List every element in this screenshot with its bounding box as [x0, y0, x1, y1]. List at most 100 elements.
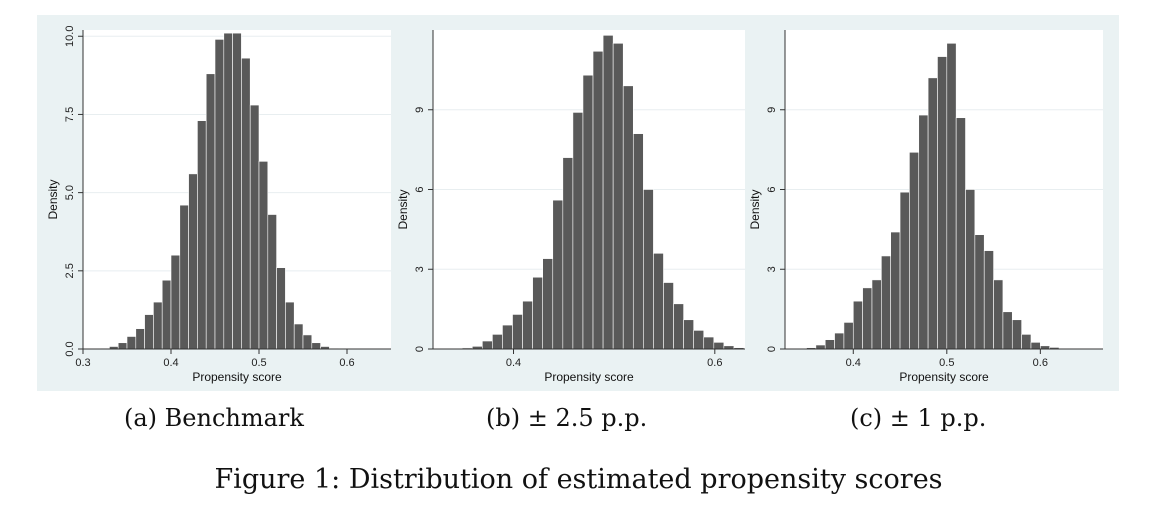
histogram-bar	[126, 336, 137, 350]
histogram-bar	[683, 319, 694, 350]
histogram-bar	[285, 301, 295, 350]
histogram-bar	[890, 231, 901, 350]
histogram-2-5pp: 0 3 6 9 0.4 0.6 Propensity score Density	[396, 30, 745, 384]
histogram-bar	[302, 334, 313, 350]
histogram-bar	[293, 323, 304, 350]
histogram-bar	[946, 42, 957, 350]
figure-panel: 0.0 2.5 5.0 7.5 10.0 0.3 0.4 0.5 0.6 Propensity s…	[37, 15, 1119, 391]
histogram-bar	[223, 32, 233, 350]
histogram-bar	[592, 50, 604, 350]
histogram-bar	[862, 287, 873, 350]
caption-benchmark: (a) Benchmark	[124, 404, 304, 432]
y-tick-label: 10.0	[64, 26, 76, 47]
histogram-bar	[1030, 342, 1041, 350]
histogram-bar	[834, 332, 845, 350]
histogram-bar	[161, 279, 172, 350]
x-axis-label: Propensity score	[544, 370, 634, 384]
caption-1pp: (c) ± 1 p.p.	[850, 404, 987, 432]
y-tick-label: 2.5	[64, 263, 76, 278]
histogram-bar	[1011, 319, 1022, 350]
histogram-bar	[622, 85, 634, 350]
y-tick-label: 9	[414, 107, 426, 113]
x-tick-label: 0.5	[251, 357, 266, 369]
histogram-bar	[974, 234, 985, 350]
histogram-bar	[179, 204, 189, 350]
y-tick-label: 5.0	[64, 185, 76, 200]
y-tick-label: 6	[766, 186, 778, 192]
x-tick-label: 0.6	[339, 357, 354, 369]
histogram-bar	[815, 344, 826, 350]
x-tick-label: 0.6	[707, 357, 722, 369]
histogram-bar	[602, 35, 614, 350]
histogram-bar	[572, 112, 584, 350]
histogram-bar	[492, 334, 503, 350]
y-axis-label: Density	[46, 179, 60, 219]
y-axis-label: Density	[748, 189, 762, 229]
y-tick-label: 7.5	[64, 107, 76, 122]
histogram-bar	[713, 342, 725, 350]
histogram-bar	[241, 57, 251, 350]
histogram-bar	[852, 300, 863, 350]
figure-title: Figure 1: Distribution of estimated prop…	[214, 464, 943, 495]
histogram-bar	[1002, 311, 1013, 350]
histogram-bar	[612, 42, 624, 350]
histogram-bar	[512, 314, 523, 350]
histogram-bar	[522, 300, 533, 350]
histogram-bar	[965, 189, 976, 350]
y-tick-label: 3	[414, 266, 426, 272]
histogram-bar	[117, 342, 128, 350]
histogram-bar	[276, 267, 286, 350]
y-tick-label: 9	[766, 107, 778, 113]
y-tick-label: 0	[414, 346, 426, 352]
histogram-bar	[881, 255, 891, 350]
x-tick-label: 0.4	[506, 357, 521, 369]
histogram-bar	[983, 250, 994, 350]
histogram-bar	[993, 279, 1004, 350]
x-tick-label: 0.4	[163, 357, 178, 369]
histogram-bar	[673, 303, 684, 350]
x-axis-label: Propensity score	[899, 370, 989, 384]
histogram-bar	[205, 73, 216, 350]
histogram-bar	[502, 324, 513, 350]
y-tick-label: 0	[766, 346, 778, 352]
histogram-bar	[153, 301, 163, 350]
histogram-bar	[843, 322, 854, 350]
histogram-bar	[663, 282, 674, 350]
x-axis-label: Propensity score	[192, 370, 282, 384]
y-axis-label: Density	[396, 189, 410, 229]
histogram-bar	[258, 161, 269, 350]
histogram-bar	[267, 214, 277, 350]
histogram-bar	[937, 56, 948, 350]
histogram-bar	[542, 258, 554, 350]
y-tick-label: 0.0	[64, 341, 76, 356]
histogram-bar	[918, 114, 929, 350]
histogram-bar	[482, 340, 493, 350]
histogram-bar	[927, 77, 938, 350]
histogram-bar	[643, 189, 654, 350]
histogram-bar	[144, 314, 154, 350]
histogram-bar	[232, 32, 242, 350]
histogram-bar	[703, 336, 715, 350]
histogram-bar	[582, 74, 594, 350]
histogram-bar	[871, 279, 882, 350]
histogram-bar	[532, 276, 544, 350]
x-tick-label: 0.5	[939, 357, 954, 369]
x-tick-label: 0.3	[75, 357, 90, 369]
histogram-bar	[562, 157, 574, 350]
histogram-bar	[899, 191, 910, 350]
histogram-bar	[170, 254, 181, 350]
histogram-benchmark: 0.0 2.5 5.0 7.5 10.0 0.3 0.4 0.5 0.6 Propensity s…	[46, 26, 391, 384]
histogram-bar	[1021, 334, 1032, 350]
histogram-bar	[909, 151, 920, 350]
histogram-bar	[653, 253, 664, 350]
histogram-bar	[214, 39, 225, 350]
histogram-bar	[135, 328, 145, 350]
histogram-bar	[188, 173, 198, 350]
histogram-bar	[824, 339, 835, 350]
histogram-bar	[693, 330, 705, 350]
x-tick-label: 0.4	[846, 357, 861, 369]
histogram-bar	[311, 342, 321, 350]
histogram-bar	[955, 117, 966, 350]
y-tick-label: 3	[766, 266, 778, 272]
histogram-bar	[552, 199, 564, 350]
